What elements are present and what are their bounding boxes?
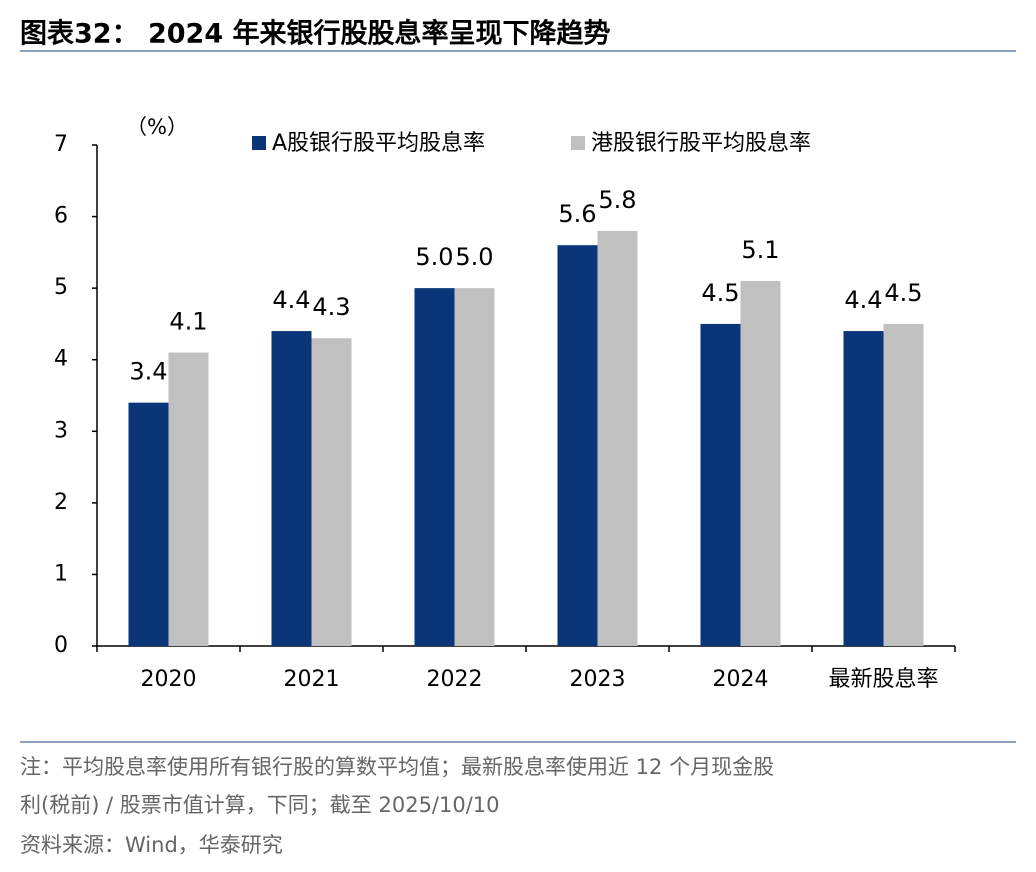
bar xyxy=(128,402,169,646)
bar xyxy=(740,280,781,646)
y-tick-label: 4 xyxy=(54,347,68,372)
data-label: 5.1 xyxy=(741,236,779,264)
y-tick-label: 5 xyxy=(54,275,68,300)
legend-label: 港股银行股平均股息率 xyxy=(591,131,811,156)
data-label: 4.1 xyxy=(169,308,207,336)
x-tick-label: 2024 xyxy=(713,667,769,692)
note: 利(税前) / 股票市值计算，下同；截至 2025/10/10 xyxy=(20,793,500,817)
y-tick-label: 6 xyxy=(54,204,68,229)
note: 注：平均股息率使用所有银行股的算数平均值；最新股息率使用近 12 个月现金股 xyxy=(20,755,774,779)
x-tick-label: 2021 xyxy=(284,667,340,692)
bar xyxy=(168,352,209,646)
bar xyxy=(597,230,638,646)
bar xyxy=(843,331,884,646)
y-axis-label: （%） xyxy=(126,115,188,139)
data-label: 5.8 xyxy=(598,186,636,214)
bar xyxy=(557,245,598,646)
x-tick-label: 2022 xyxy=(427,667,483,692)
y-tick-label: 0 xyxy=(54,633,68,658)
data-label: 5.0 xyxy=(455,243,493,271)
y-tick-label: 3 xyxy=(54,418,68,443)
data-label: 3.4 xyxy=(129,358,167,386)
source: 资料来源：Wind，华泰研究 xyxy=(20,833,283,857)
legend-label: A股银行股平均股息率 xyxy=(272,131,485,156)
x-tick-label: 2023 xyxy=(570,667,626,692)
y-tick-label: 2 xyxy=(54,490,68,515)
data-label: 4.3 xyxy=(312,293,350,321)
bar xyxy=(414,288,455,646)
chart-title: 图表32： 2024 年来银行股股息率呈现下降趋势 xyxy=(20,18,611,50)
y-tick-label: 7 xyxy=(54,132,68,157)
data-label: 4.5 xyxy=(701,279,739,307)
data-label: 4.5 xyxy=(884,279,922,307)
data-label: 5.6 xyxy=(558,200,596,228)
data-label: 4.4 xyxy=(844,286,882,314)
legend-swatch xyxy=(252,136,266,150)
bar xyxy=(454,288,495,646)
x-tick-label: 最新股息率 xyxy=(828,667,938,692)
data-label: 4.4 xyxy=(272,286,310,314)
bar xyxy=(883,323,924,646)
data-label: 5.0 xyxy=(415,243,453,271)
x-tick-label: 2020 xyxy=(141,667,197,692)
legend-swatch xyxy=(571,136,585,150)
bar xyxy=(311,338,352,646)
bar xyxy=(271,331,312,646)
y-tick-label: 1 xyxy=(54,561,68,586)
bar xyxy=(700,323,741,646)
